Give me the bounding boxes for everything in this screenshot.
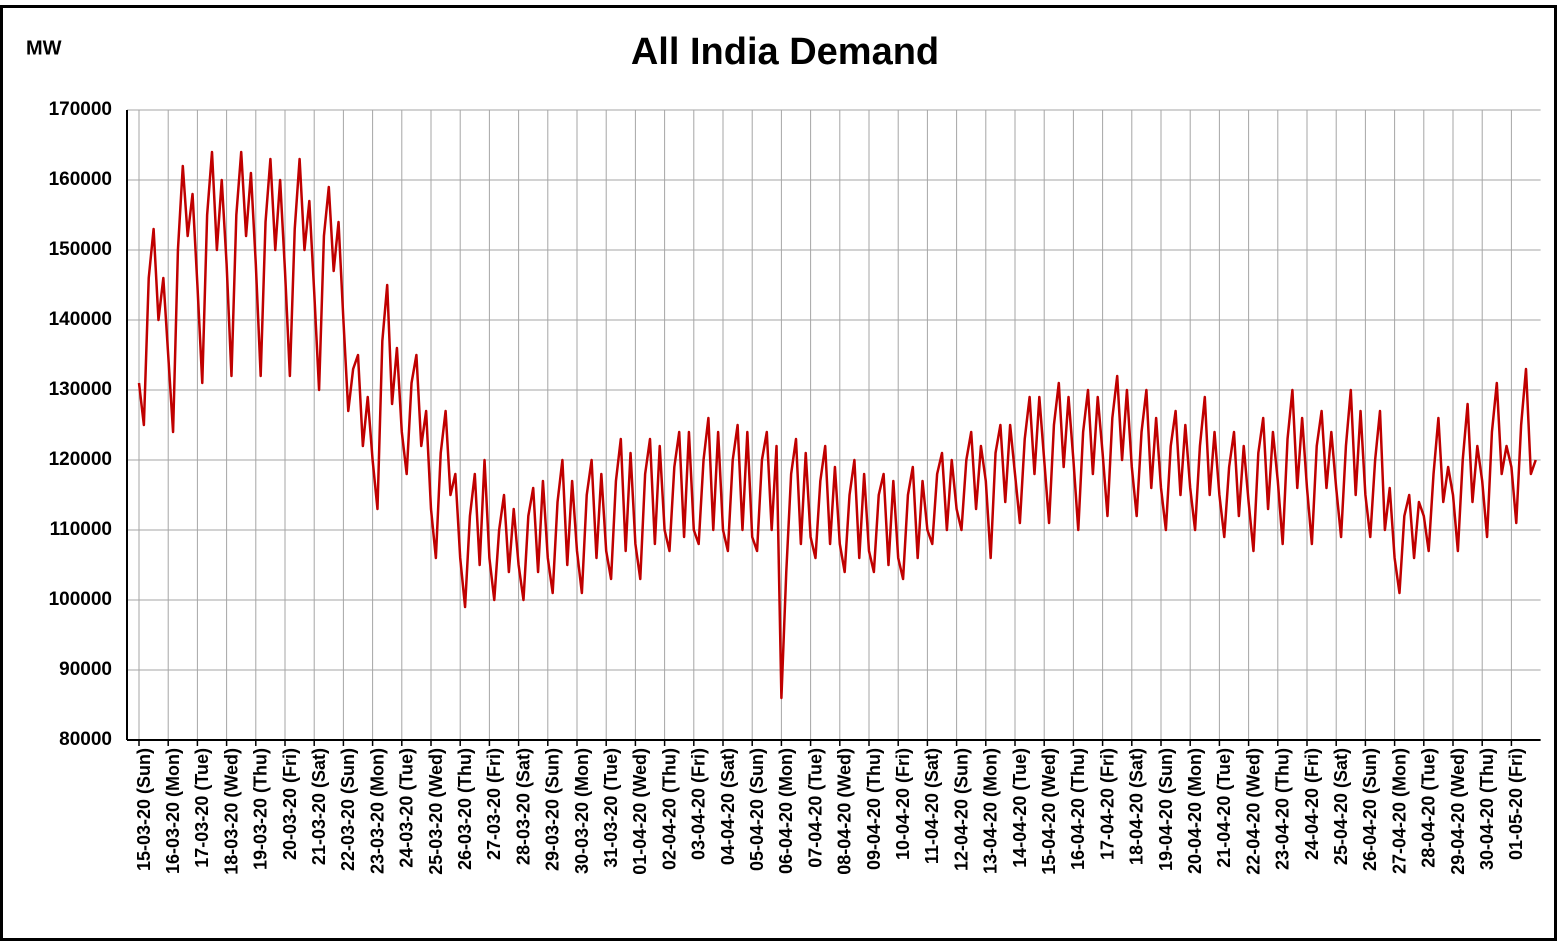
x-tick-label: 29-03-20 (Sun): [543, 748, 563, 871]
x-tick-label: 24-04-20 (Fri): [1302, 748, 1322, 860]
y-tick-label: 170000: [49, 99, 112, 120]
y-tick-label: 80000: [59, 729, 112, 750]
y-tick-label: 150000: [49, 239, 112, 260]
y-tick-label: 110000: [50, 519, 112, 540]
x-tick-label: 24-03-20 (Tue): [397, 748, 417, 868]
x-tick-label: 10-04-20 (Fri): [893, 748, 913, 860]
x-tick-label: 28-04-20 (Tue): [1419, 748, 1439, 868]
y-tick-label: 90000: [59, 659, 112, 680]
x-tick-label: 15-04-20 (Wed): [1039, 748, 1059, 875]
x-tick-label: 16-03-20 (Mon): [163, 748, 183, 874]
y-tick-label: 130000: [49, 379, 112, 400]
y-tick-label: 160000: [49, 169, 112, 190]
x-tick-label: 07-04-20 (Tue): [805, 748, 825, 868]
y-tick-label: 100000: [49, 589, 112, 610]
x-tick-label: 16-04-20 (Thu): [1068, 748, 1088, 870]
x-tick-label: 19-04-20 (Sun): [1156, 748, 1176, 871]
x-tick-label: 17-04-20 (Fri): [1097, 748, 1117, 860]
x-tick-label: 15-03-20 (Sun): [134, 748, 154, 871]
y-tick-label: 140000: [49, 309, 112, 330]
x-tick-label: 20-04-20 (Mon): [1185, 748, 1205, 874]
x-tick-label: 01-04-20 (Wed): [630, 748, 650, 875]
chart-title: All India Demand: [631, 31, 939, 73]
x-tick-label: 22-03-20 (Sun): [338, 748, 358, 871]
x-tick-label: 11-04-20 (Sat): [922, 748, 942, 864]
x-tick-label: 23-04-20 (Thu): [1273, 748, 1293, 870]
x-tick-label: 13-04-20 (Mon): [981, 748, 1001, 874]
x-tick-label: 12-04-20 (Sun): [951, 748, 971, 871]
x-tick-label: 22-04-20 (Wed): [1243, 748, 1263, 875]
x-tick-label: 30-04-20 (Thu): [1477, 748, 1497, 870]
x-tick-label: 27-04-20 (Mon): [1389, 748, 1409, 874]
x-tick-label: 21-04-20 (Tue): [1214, 748, 1234, 868]
x-tick-label: 25-04-20 (Sat): [1331, 748, 1351, 865]
x-tick-label: 30-03-20 (Mon): [572, 748, 592, 874]
x-tick-label: 17-03-20 (Tue): [192, 748, 212, 868]
x-tick-label: 19-03-20 (Thu): [251, 748, 271, 870]
x-tick-label: 18-04-20 (Sat): [1127, 748, 1147, 865]
x-tick-label: 05-04-20 (Sun): [747, 748, 767, 871]
x-tick-label: 31-03-20 (Tue): [601, 748, 621, 868]
demand-line: [137, 150, 1537, 700]
x-tick-label: 08-04-20 (Wed): [835, 748, 855, 875]
x-tick-label: 20-03-20 (Fri): [280, 748, 300, 860]
x-tick-label: 25-03-20 (Wed): [426, 748, 446, 875]
x-tick-label: 04-04-20 (Sat): [718, 748, 738, 865]
x-tick-label: 02-04-20 (Thu): [659, 748, 679, 870]
x-tick-label: 01-05-20 (Fri): [1506, 748, 1526, 860]
y-axis-title: MW: [26, 37, 62, 59]
x-tick-label: 21-03-20 (Sat): [309, 748, 329, 865]
x-tick-label: 27-03-20 (Fri): [484, 748, 504, 860]
x-tick-label: 14-04-20 (Tue): [1010, 748, 1030, 868]
x-tick-label: 26-03-20 (Thu): [455, 748, 475, 870]
x-tick-label: 03-04-20 (Fri): [689, 748, 709, 860]
y-tick-label: 120000: [49, 449, 112, 470]
x-tick-label: 06-04-20 (Mon): [776, 748, 796, 874]
x-tick-label: 29-04-20 (Wed): [1448, 748, 1468, 875]
x-tick-label: 28-03-20 (Sat): [513, 748, 533, 865]
x-tick-label: 09-04-20 (Thu): [864, 748, 884, 870]
x-tick-label: 26-04-20 (Sun): [1360, 748, 1380, 871]
x-tick-label: 18-03-20 (Wed): [221, 748, 241, 875]
x-tick-label: 23-03-20 (Mon): [367, 748, 387, 874]
